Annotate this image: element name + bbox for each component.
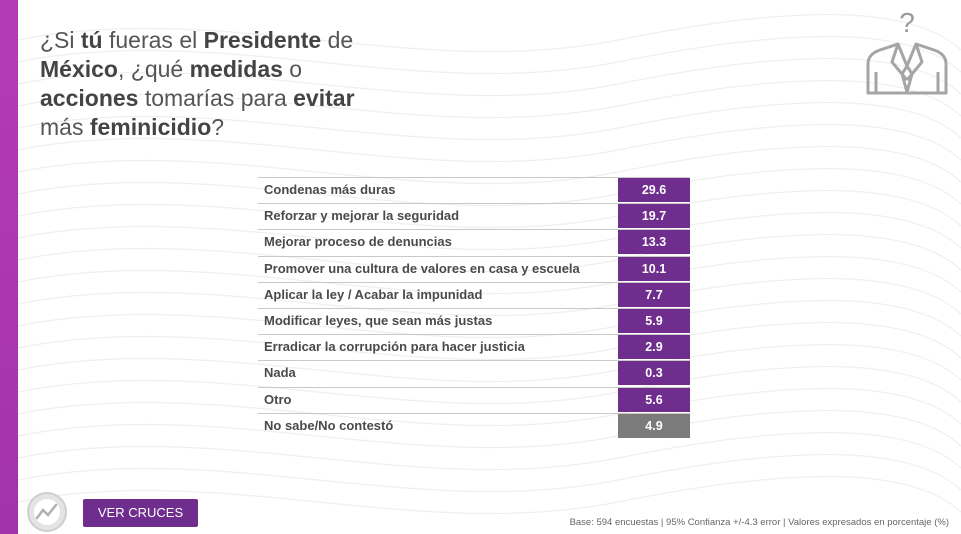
result-value: 7.7 xyxy=(618,282,690,307)
result-label: Condenas más duras xyxy=(264,182,396,197)
question-suit-icon: ? xyxy=(866,7,948,95)
question-part: acciones xyxy=(40,85,139,111)
question-part: tomarías para xyxy=(138,85,294,111)
wave-line xyxy=(18,123,961,163)
wave-line xyxy=(18,79,961,119)
result-row: Aplicar la ley / Acabar la impunidad 7.7 xyxy=(258,281,690,307)
wave-line xyxy=(18,343,961,383)
result-label: Mejorar proceso de denuncias xyxy=(264,234,452,250)
question-part: México xyxy=(40,56,118,82)
footnote: Base: 594 encuestas | 95% Confianza +/-4… xyxy=(569,517,949,528)
result-label: Nada xyxy=(264,365,296,381)
question-part: o xyxy=(282,56,303,82)
result-value: 19.7 xyxy=(618,204,690,229)
result-label: Reforzar y mejorar la seguridad xyxy=(264,208,460,224)
result-row: Modificar leyes, que sean más justas 5.9 xyxy=(258,307,690,333)
result-label: Otro xyxy=(264,391,292,407)
question-title: ¿Si tú fueras el Presidente de México, ¿… xyxy=(40,26,400,142)
result-value: 13.3 xyxy=(618,230,690,255)
result-row: Otro 5.6 xyxy=(258,386,690,412)
wave-line xyxy=(18,211,961,251)
wave-line xyxy=(18,409,961,449)
wave-line xyxy=(18,101,961,141)
question-part: medidas xyxy=(189,56,283,82)
wave-line xyxy=(18,321,961,361)
question-part: ? xyxy=(211,114,225,140)
question-part: , ¿qué xyxy=(117,56,190,82)
result-value: 10.1 xyxy=(618,256,690,281)
question-part: fueras el xyxy=(102,27,204,53)
result-row: Erradicar la corrupción para hacer justi… xyxy=(258,334,690,360)
wave-line xyxy=(18,189,961,229)
brand-logo-icon xyxy=(27,492,67,532)
result-label: Promover una cultura de valores en casa … xyxy=(264,260,580,276)
result-row: No sabe/No contestó 4.9 xyxy=(258,412,690,438)
question-part: tú xyxy=(80,27,103,53)
question-mark-glyph: ? xyxy=(899,7,915,38)
result-row: Condenas más duras 29.6 xyxy=(258,177,690,202)
result-value: 4.9 xyxy=(618,413,690,438)
question-part: de xyxy=(321,27,354,53)
wave-line xyxy=(18,453,961,493)
results-table: Condenas más duras 29.6 Reforzar y mejorar… xyxy=(258,177,690,439)
result-value: 29.6 xyxy=(618,178,690,202)
ver-cruces-button[interactable]: VER CRUCES xyxy=(83,499,198,527)
result-label: Erradicar la corrupción para hacer justi… xyxy=(264,339,525,355)
question-part: ¿Si xyxy=(40,27,81,53)
question-part: feminicidio xyxy=(89,114,212,140)
wave-line xyxy=(18,13,961,53)
wave-line xyxy=(18,387,961,427)
result-label: No sabe/No contestó xyxy=(264,417,394,433)
result-row: Nada 0.3 xyxy=(258,360,690,386)
result-row: Mejorar proceso de denuncias 13.3 xyxy=(258,229,690,255)
wave-line xyxy=(18,299,961,339)
result-row: Reforzar y mejorar la seguridad 19.7 xyxy=(258,203,690,229)
result-row: Promover una cultura de valores en casa … xyxy=(258,255,690,281)
result-value: 0.3 xyxy=(618,361,690,386)
result-value: 5.9 xyxy=(618,308,690,333)
wave-line xyxy=(18,277,961,317)
question-part: más xyxy=(40,114,90,140)
left-accent-bar xyxy=(0,0,18,534)
wave-line xyxy=(18,233,961,273)
wave-line xyxy=(18,475,961,515)
wave-line xyxy=(18,35,961,75)
result-value: 5.6 xyxy=(618,387,690,412)
result-value: 2.9 xyxy=(618,335,690,360)
question-part: Presidente xyxy=(203,27,322,53)
result-label: Modificar leyes, que sean más justas xyxy=(264,312,493,328)
wave-line xyxy=(18,431,961,471)
wave-line xyxy=(18,365,961,405)
wave-line xyxy=(18,255,961,295)
wave-background xyxy=(18,13,961,515)
result-label: Aplicar la ley / Acabar la impunidad xyxy=(264,286,483,302)
question-part: evitar xyxy=(293,85,355,111)
wave-line xyxy=(18,167,961,207)
wave-line xyxy=(18,57,961,97)
